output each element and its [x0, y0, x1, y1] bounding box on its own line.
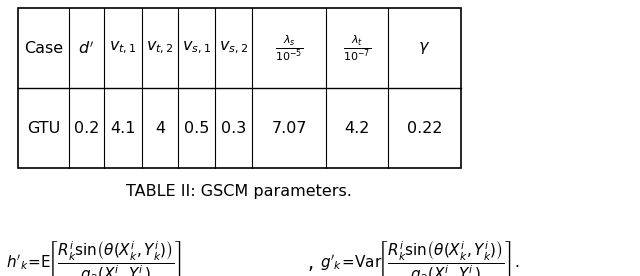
Text: 0.22: 0.22	[406, 121, 442, 136]
Text: $h'_k\!=\!\mathrm{E}\!\left[\dfrac{R_k^i\sin\!\left(\theta(X_k^i,Y_k^i)\right)}{: $h'_k\!=\!\mathrm{E}\!\left[\dfrac{R_k^i…	[6, 240, 182, 276]
Text: $v_{s,1}$: $v_{s,1}$	[182, 40, 211, 57]
Text: 0.5: 0.5	[184, 121, 209, 136]
Text: $v_{t,2}$: $v_{t,2}$	[146, 40, 174, 57]
Text: 0.2: 0.2	[74, 121, 99, 136]
Text: $\gamma$: $\gamma$	[418, 40, 431, 56]
Text: $\frac{\lambda_t}{10^{-7}}$: $\frac{\lambda_t}{10^{-7}}$	[343, 33, 371, 63]
Text: 0.3: 0.3	[221, 121, 246, 136]
Text: Case: Case	[24, 41, 63, 56]
Bar	[18, 8, 461, 168]
Text: $g'_k\!=\!\mathrm{Var}\!\left[\dfrac{R_k^i\sin\!\left(\theta(X_k^i,Y_k^i)\right): $g'_k\!=\!\mathrm{Var}\!\left[\dfrac{R_k…	[320, 240, 520, 276]
Text: TABLE II: GSCM parameters.: TABLE II: GSCM parameters.	[127, 184, 352, 199]
Text: 4.1: 4.1	[110, 121, 136, 136]
Text: $,$: $,$	[307, 254, 314, 273]
Text: 7.07: 7.07	[271, 121, 307, 136]
Text: $d'$: $d'$	[78, 40, 95, 57]
Text: GTU: GTU	[27, 121, 60, 136]
Text: 4: 4	[155, 121, 165, 136]
Text: $v_{t,1}$: $v_{t,1}$	[109, 40, 137, 57]
Text: 4.2: 4.2	[344, 121, 370, 136]
Text: $v_{s,2}$: $v_{s,2}$	[219, 40, 248, 57]
Text: $\frac{\lambda_s}{10^{-5}}$: $\frac{\lambda_s}{10^{-5}}$	[275, 33, 303, 63]
